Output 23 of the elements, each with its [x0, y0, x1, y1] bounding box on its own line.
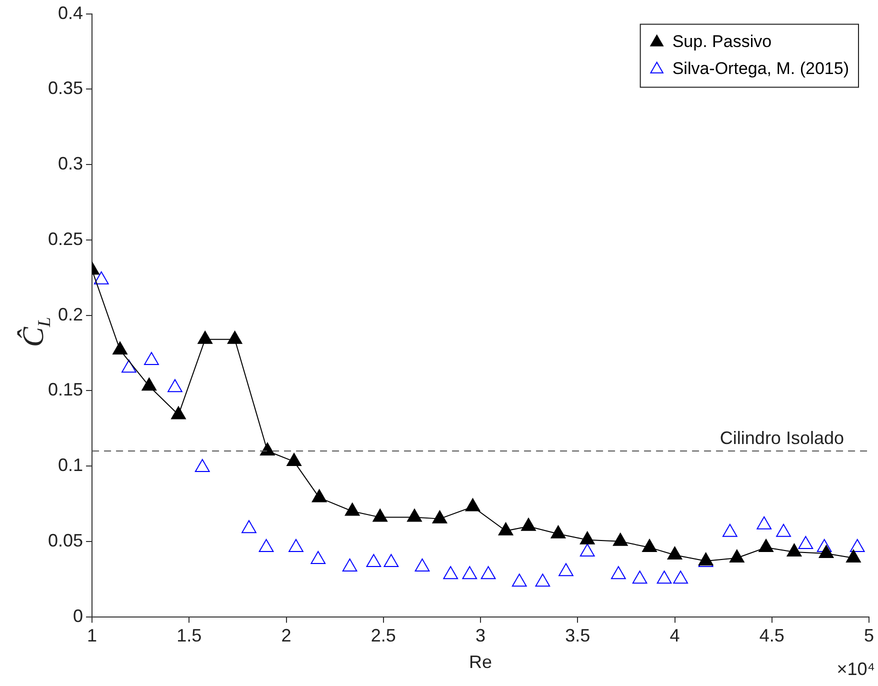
y-tick-label: 0.4 [58, 2, 84, 23]
x-tick-label: 1 [87, 626, 98, 646]
y-tick-label: 0.25 [48, 228, 84, 249]
x-tick-label: 4.5 [759, 626, 784, 646]
x-tick-label: 1.5 [176, 626, 202, 646]
x-tick-label: 2 [281, 626, 292, 646]
y-tick-label: 0 [73, 606, 84, 626]
y-tick-label: 0.05 [48, 530, 84, 550]
y-tick-label: 0.35 [48, 78, 84, 98]
legend-label: Silva-Ortega, M. (2015) [672, 58, 850, 78]
x-tick-label: 3 [476, 626, 486, 646]
y-tick-label: 0.3 [58, 154, 84, 174]
y-tick-label: 0.1 [58, 455, 84, 476]
y-tick-label: 0.15 [48, 380, 84, 400]
x-tick-label: 5 [864, 626, 874, 646]
x-tick-label: 2.5 [370, 626, 396, 646]
text: ×10⁴ [836, 658, 875, 679]
legend-label: Sup. Passivo [672, 32, 772, 51]
x-tick-label: 3.5 [565, 626, 590, 646]
ref-line-label: Cilindro Isolado [720, 428, 844, 448]
y-tick-label: 0.2 [58, 304, 84, 324]
x-tick-label: 4 [670, 626, 680, 646]
x-axis-title: Re [469, 652, 492, 672]
